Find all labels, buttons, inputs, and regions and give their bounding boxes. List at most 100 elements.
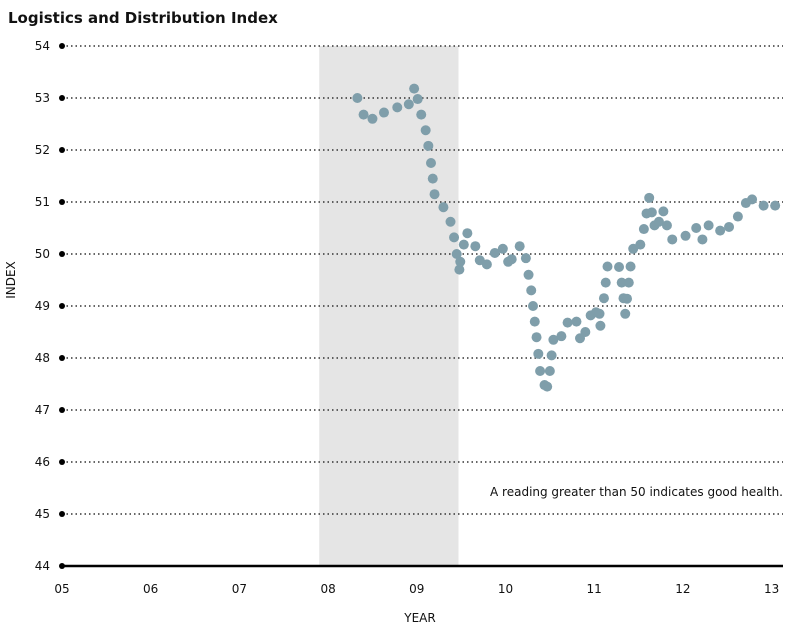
data-point-5	[403, 99, 414, 110]
y-tick-dot-52	[59, 147, 65, 153]
data-point-36	[533, 348, 544, 359]
x-tick-label-09: 09	[409, 582, 424, 596]
data-point-54	[602, 261, 613, 272]
data-point-45	[571, 316, 582, 327]
data-point-74	[691, 223, 702, 233]
data-point-26	[497, 243, 508, 254]
y-tick-label-48: 48	[35, 351, 50, 365]
x-tick-label-06: 06	[143, 582, 158, 596]
data-point-14	[438, 202, 449, 213]
data-point-28	[506, 254, 517, 265]
data-point-17	[451, 249, 462, 259]
data-point-83	[770, 200, 781, 211]
x-tick-label-13: 13	[764, 582, 779, 596]
x-tick-label-10: 10	[498, 582, 513, 596]
data-point-35	[531, 332, 542, 343]
y-tick-dot-46	[59, 459, 65, 465]
y-tick-dot-53	[59, 95, 65, 101]
data-point-44	[562, 317, 573, 328]
y-tick-label-47: 47	[35, 403, 50, 417]
data-point-71	[661, 220, 672, 231]
data-point-47	[580, 327, 591, 337]
data-point-73	[680, 230, 691, 241]
data-point-63	[635, 239, 646, 250]
y-tick-label-52: 52	[35, 143, 50, 157]
data-point-77	[715, 225, 726, 236]
data-point-39	[542, 381, 553, 392]
x-tick-label-07: 07	[232, 582, 247, 596]
data-point-22	[470, 241, 481, 252]
data-point-76	[703, 220, 714, 231]
data-point-10	[423, 140, 434, 151]
data-point-41	[546, 350, 557, 361]
y-axis-title: INDEX	[4, 261, 18, 299]
data-point-61	[625, 261, 636, 272]
y-tick-dot-45	[59, 511, 65, 517]
y-tick-label-53: 53	[35, 91, 50, 105]
data-point-33	[527, 301, 538, 311]
data-point-3	[378, 107, 389, 118]
data-point-31	[523, 269, 534, 280]
x-tick-label-12: 12	[675, 582, 690, 596]
data-point-78	[724, 221, 735, 232]
data-point-24	[481, 259, 492, 270]
chart-title: Logistics and Distribution Index	[8, 9, 278, 27]
data-point-21	[462, 228, 473, 239]
x-tick-label-05: 05	[54, 582, 69, 596]
data-point-19	[455, 256, 466, 267]
y-tick-label-45: 45	[35, 507, 50, 521]
y-tick-label-51: 51	[35, 195, 50, 209]
data-point-25	[489, 247, 500, 258]
x-tick-label-08: 08	[320, 582, 335, 596]
data-point-2	[367, 113, 378, 124]
y-tick-label-44: 44	[35, 559, 50, 573]
data-point-40	[544, 366, 555, 376]
data-point-29	[514, 241, 525, 252]
data-point-66	[644, 192, 655, 203]
data-point-11	[425, 158, 436, 168]
data-point-75	[697, 234, 708, 245]
data-point-18	[454, 264, 465, 275]
y-tick-dot-54	[59, 43, 65, 49]
data-point-56	[616, 277, 627, 288]
data-point-59	[622, 293, 633, 304]
data-point-64	[638, 224, 649, 235]
x-tick-label-11: 11	[587, 582, 602, 596]
data-point-4	[392, 102, 403, 113]
data-point-72	[667, 234, 678, 245]
data-point-42	[548, 334, 559, 345]
data-point-1	[358, 109, 369, 120]
data-point-70	[658, 206, 669, 217]
data-point-79	[732, 211, 743, 222]
y-tick-dot-50	[59, 251, 65, 257]
data-point-32	[526, 285, 537, 296]
y-tick-label-50: 50	[35, 247, 50, 261]
data-point-13	[429, 189, 440, 200]
x-axis-title: YEAR	[403, 611, 435, 625]
data-point-43	[556, 331, 567, 342]
data-point-50	[594, 308, 605, 319]
data-point-60	[623, 277, 634, 288]
data-point-30	[520, 253, 531, 264]
y-tick-label-46: 46	[35, 455, 50, 469]
data-point-55	[614, 262, 625, 272]
data-point-52	[598, 293, 609, 304]
data-point-16	[449, 232, 460, 243]
data-point-9	[420, 125, 431, 136]
y-tick-dot-47	[59, 407, 65, 413]
data-point-34	[529, 316, 540, 327]
data-point-7	[412, 94, 423, 105]
data-point-20	[458, 239, 469, 250]
data-point-67	[646, 207, 657, 218]
data-point-8	[416, 109, 427, 120]
y-tick-dot-51	[59, 199, 65, 205]
data-point-6	[409, 83, 420, 94]
data-point-58	[620, 308, 631, 319]
y-tick-dot-49	[59, 303, 65, 309]
data-point-51	[595, 320, 606, 331]
data-point-0	[352, 93, 363, 103]
data-point-53	[600, 277, 611, 288]
data-point-37	[535, 366, 546, 376]
y-tick-label-54: 54	[35, 39, 50, 53]
